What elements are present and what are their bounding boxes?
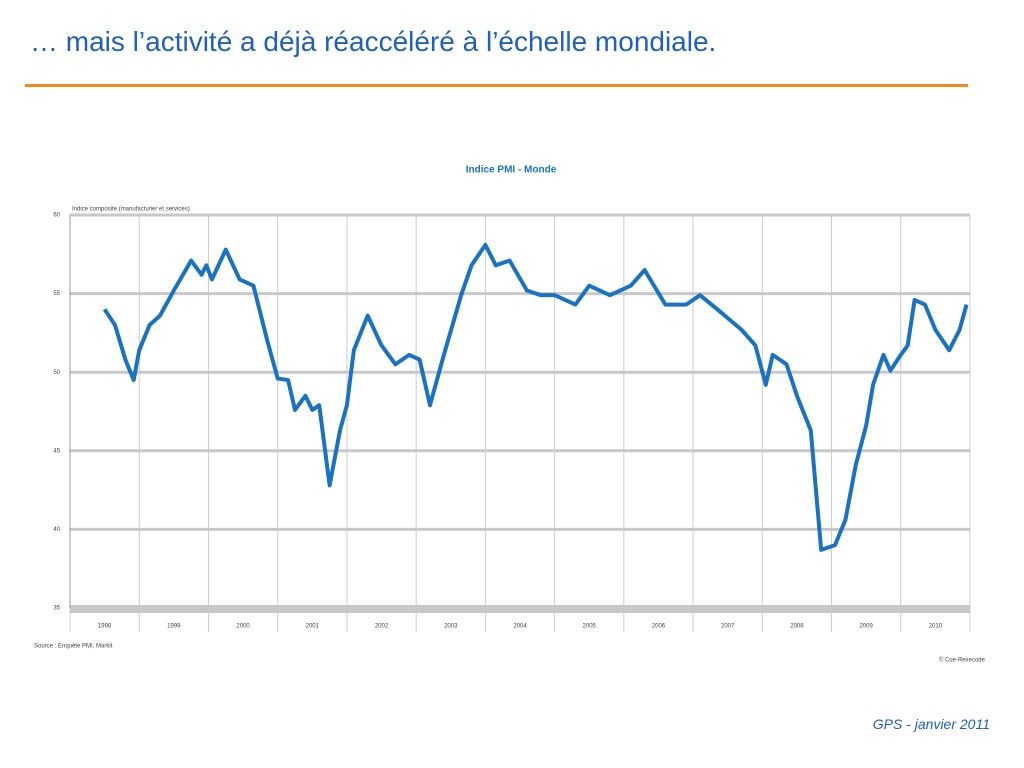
x-tick-label: 1998 — [98, 624, 112, 630]
x-tick-label: 2004 — [513, 624, 527, 630]
x-tick-label: 2005 — [583, 624, 597, 630]
x-tick-label: 2007 — [721, 624, 735, 630]
x-tick-label: 2003 — [444, 624, 458, 630]
y-tick-label: 40 — [53, 527, 60, 533]
footer: GPS - janvier 2011 — [872, 716, 990, 732]
chart-title: Indice PMI - Monde — [466, 165, 557, 176]
x-tick-label: 2010 — [929, 624, 943, 630]
source: Source : Enquête PMI, Markit — [34, 644, 113, 650]
x-tick-label: 2008 — [790, 624, 804, 630]
x-tick-label: 2009 — [859, 624, 873, 630]
x-tick-label: 1999 — [167, 624, 181, 630]
data-line — [102, 242, 969, 552]
title-rule — [25, 84, 968, 87]
x-axis-band — [70, 605, 970, 613]
credit: © Coe-Rexecode — [939, 657, 986, 664]
y-tick-label: 60 — [53, 213, 60, 219]
x-tick-label: 2006 — [652, 624, 666, 630]
x-tick-label: 2002 — [375, 624, 389, 630]
y-tick-label: 45 — [53, 448, 60, 454]
x-tick-label: 2000 — [236, 624, 250, 630]
x-tick-label: 2001 — [306, 624, 320, 630]
y-tick-label: 35 — [53, 606, 60, 612]
y-axis-label: Indice composite (manufacturier et servi… — [72, 207, 190, 213]
y-tick-label: 50 — [53, 370, 60, 376]
slide-title: … mais l’activité a déjà réaccéléré à l’… — [30, 26, 717, 57]
y-tick-label: 55 — [53, 291, 60, 297]
